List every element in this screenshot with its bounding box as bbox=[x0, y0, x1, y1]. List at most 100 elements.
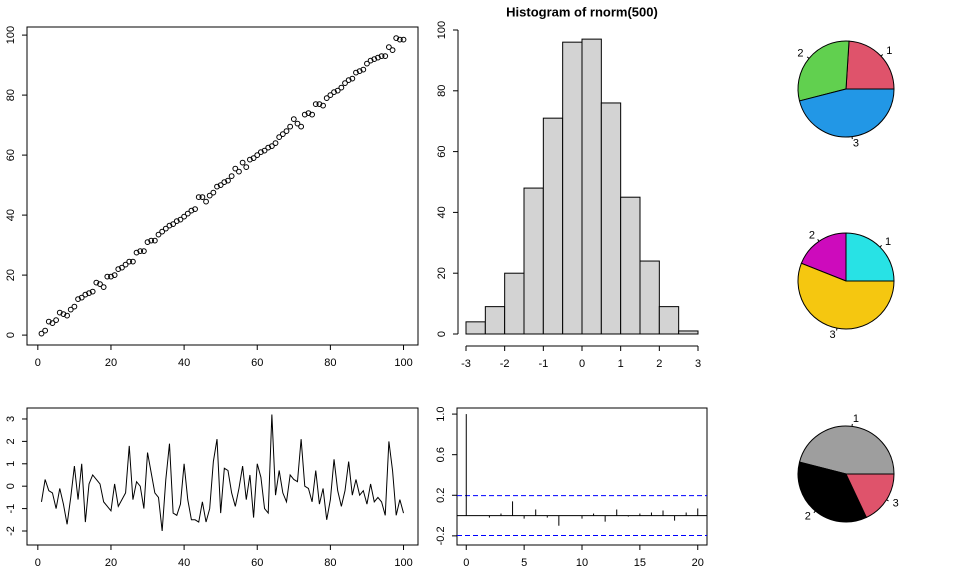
pie-label: 2 bbox=[809, 229, 815, 241]
y-tick-label: 0 bbox=[5, 332, 17, 338]
bar bbox=[639, 260, 660, 335]
point bbox=[316, 101, 323, 107]
point bbox=[97, 281, 103, 288]
point bbox=[122, 261, 129, 268]
point bbox=[181, 213, 188, 220]
point bbox=[217, 182, 224, 189]
chart-title: Histogram of rnorm(500) bbox=[506, 4, 658, 19]
point bbox=[71, 303, 78, 310]
point bbox=[203, 198, 209, 205]
pie-label: 3 bbox=[830, 329, 836, 341]
point bbox=[144, 239, 151, 246]
point bbox=[67, 306, 74, 313]
x-tick-label: 80 bbox=[324, 357, 336, 369]
point bbox=[323, 95, 330, 101]
point bbox=[184, 210, 191, 217]
x-tick-label: 20 bbox=[692, 557, 704, 569]
point bbox=[349, 75, 356, 82]
point bbox=[294, 120, 301, 127]
y-tick-label: 0.2 bbox=[435, 488, 447, 503]
x-tick-label: 10 bbox=[576, 557, 588, 569]
point bbox=[126, 258, 133, 265]
point bbox=[309, 111, 315, 118]
pie-label: 2 bbox=[805, 510, 811, 522]
bar bbox=[620, 196, 641, 335]
point bbox=[93, 279, 100, 286]
pie-label-tick bbox=[879, 245, 882, 248]
point bbox=[283, 128, 290, 135]
point bbox=[42, 327, 49, 334]
point bbox=[75, 296, 81, 303]
x-tick-label: 40 bbox=[178, 557, 190, 569]
point bbox=[312, 101, 319, 107]
point bbox=[353, 69, 359, 76]
point bbox=[342, 80, 348, 86]
point bbox=[151, 237, 158, 244]
point bbox=[159, 228, 166, 235]
point bbox=[236, 168, 242, 175]
x-tick-label: 15 bbox=[634, 557, 646, 569]
x-tick-label: 0 bbox=[35, 557, 41, 569]
bar bbox=[465, 321, 486, 335]
x-tick-label: 0 bbox=[35, 357, 41, 369]
point bbox=[382, 53, 389, 59]
point bbox=[276, 134, 283, 141]
pie-label: 1 bbox=[885, 236, 891, 248]
point bbox=[371, 56, 378, 62]
point bbox=[221, 179, 228, 186]
point bbox=[188, 207, 195, 214]
point bbox=[250, 155, 257, 162]
y-tick-label: 40 bbox=[436, 206, 448, 218]
point bbox=[64, 312, 70, 319]
x-tick-label: 100 bbox=[394, 557, 412, 569]
point bbox=[364, 60, 370, 67]
point bbox=[257, 149, 264, 156]
point bbox=[232, 165, 239, 172]
point bbox=[327, 92, 334, 98]
pie-slice bbox=[797, 40, 850, 102]
point bbox=[82, 291, 89, 298]
pie-label-tick bbox=[817, 239, 820, 242]
point bbox=[378, 53, 385, 59]
pie-label-tick bbox=[886, 499, 889, 502]
x-tick-label: -2 bbox=[500, 358, 510, 370]
point bbox=[108, 273, 114, 280]
point bbox=[228, 173, 235, 180]
point bbox=[45, 318, 52, 325]
point bbox=[199, 194, 206, 201]
point bbox=[305, 110, 312, 116]
x-tick-label: 5 bbox=[521, 557, 527, 569]
pie-label: 3 bbox=[853, 138, 859, 150]
bar bbox=[678, 330, 699, 335]
point bbox=[239, 159, 246, 166]
point bbox=[170, 221, 177, 228]
pie-slice bbox=[798, 88, 895, 138]
point bbox=[214, 183, 220, 190]
y-tick-label: 80 bbox=[5, 89, 17, 101]
pie-label: 3 bbox=[893, 497, 899, 509]
y-tick-label: 20 bbox=[5, 269, 17, 281]
x-tick-label: -3 bbox=[461, 358, 471, 370]
bar bbox=[562, 41, 583, 335]
y-tick-label: 3 bbox=[5, 416, 17, 422]
point bbox=[334, 87, 341, 94]
point bbox=[86, 290, 92, 297]
bar bbox=[542, 117, 564, 335]
pie-label: 1 bbox=[853, 413, 859, 425]
point bbox=[254, 152, 261, 159]
x-tick-label: 0 bbox=[579, 358, 585, 370]
bar bbox=[600, 102, 622, 335]
point bbox=[60, 311, 67, 318]
point bbox=[287, 123, 294, 130]
point bbox=[166, 222, 173, 229]
point bbox=[119, 264, 125, 271]
y-tick-label: 100 bbox=[5, 26, 17, 44]
x-tick-label: 80 bbox=[324, 557, 336, 569]
point bbox=[331, 89, 337, 95]
point bbox=[360, 66, 367, 73]
x-tick-label: 40 bbox=[178, 357, 190, 369]
x-tick-label: 0 bbox=[463, 557, 469, 569]
x-tick-label: 60 bbox=[251, 557, 263, 569]
point bbox=[111, 272, 118, 279]
